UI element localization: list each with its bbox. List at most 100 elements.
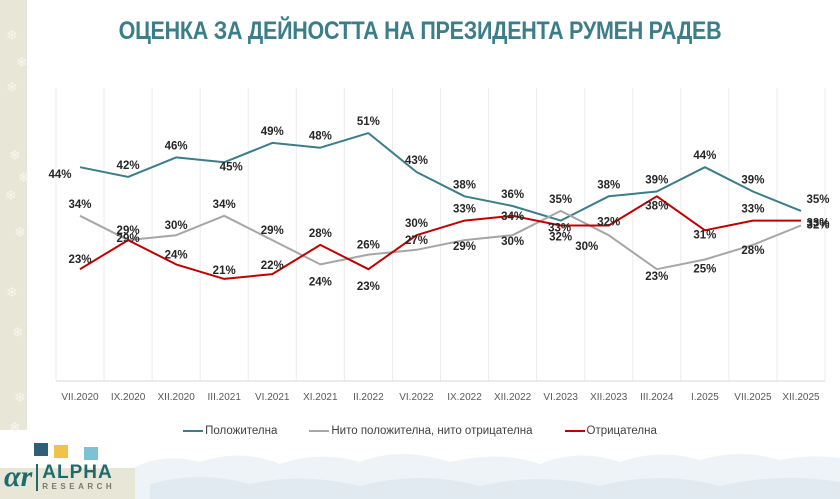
- snowflake-icon: ❄: [12, 324, 24, 340]
- data-label-neutral: 25%: [693, 264, 716, 276]
- snowflake-icon: ❄: [14, 224, 26, 240]
- gift-icon: [34, 443, 48, 456]
- data-label-neutral: 29%: [117, 225, 140, 237]
- x-tick-label: IX.2022: [447, 392, 482, 403]
- legend-item-neutral: Нито положителна, нито отрицателна: [309, 425, 533, 437]
- data-label-positive: 42%: [117, 160, 140, 172]
- snowflake-icon: ❄: [6, 27, 18, 43]
- data-label-neutral: 24%: [309, 276, 332, 288]
- x-tick-label: XII.2020: [158, 392, 196, 403]
- data-label-neutral: 30%: [575, 241, 598, 253]
- data-label-neutral: 29%: [453, 241, 476, 253]
- x-tick-label: XI.2021: [303, 392, 338, 403]
- x-tick-label: VI.2023: [543, 392, 578, 403]
- legend-swatch: [309, 429, 330, 433]
- x-tick-label: VI.2022: [399, 392, 434, 403]
- data-label-positive: 43%: [405, 155, 428, 167]
- legend-label: Отрицателна: [586, 425, 657, 437]
- x-tick-label: XII.2023: [590, 392, 628, 403]
- data-label-neutral: 35%: [549, 194, 572, 206]
- data-label-positive: 49%: [261, 126, 284, 138]
- data-label-positive: 38%: [453, 179, 476, 191]
- data-label-negative: 21%: [213, 265, 236, 277]
- x-tick-label: III.2021: [208, 392, 242, 403]
- snowflake-icon: ❄: [6, 284, 18, 300]
- data-label-positive: 36%: [501, 189, 524, 201]
- x-tick-label: II.2022: [353, 392, 384, 403]
- data-label-negative: 23%: [357, 281, 380, 293]
- x-tick-label: VII.2025: [734, 392, 772, 403]
- x-tick-label: VI.2021: [255, 392, 290, 403]
- data-label-positive: 39%: [741, 174, 764, 186]
- data-label-neutral: 30%: [501, 236, 524, 248]
- logo-mark: αr: [4, 460, 33, 493]
- data-label-neutral: 32%: [806, 219, 829, 231]
- data-label-negative: 29%: [117, 233, 140, 245]
- snow-cloud-decoration: [130, 454, 840, 499]
- gridlines: [55, 88, 826, 381]
- data-label-neutral: 34%: [213, 199, 236, 211]
- data-label-positive: 33%: [548, 223, 571, 235]
- data-label-neutral: 29%: [261, 225, 284, 237]
- series-line-positive: [79, 132, 802, 222]
- chart-legend: Положителна Нито положителна, нито отрица…: [0, 425, 840, 437]
- data-label-neutral: 28%: [741, 245, 764, 257]
- legend-label: Нито положителна, нито отрицателна: [331, 425, 533, 437]
- decorative-side-strip: [0, 0, 27, 430]
- legend-item-negative: Отрицателна: [564, 425, 657, 437]
- data-label-negative: 30%: [405, 218, 428, 230]
- data-label-negative: 33%: [453, 204, 476, 216]
- x-tick-label: III.2024: [640, 392, 674, 403]
- series-line-neutral: [79, 209, 802, 271]
- data-label-negative: 24%: [165, 249, 188, 261]
- x-tick-label: XII.2025: [782, 392, 820, 403]
- x-tick-label: I.2025: [691, 392, 719, 403]
- data-label-negative: 31%: [693, 229, 716, 241]
- snowflake-icon: ❄: [9, 147, 21, 163]
- data-label-negative: 32%: [597, 216, 620, 228]
- data-label-negative: 38%: [645, 200, 668, 212]
- line-chart: 44% 42% 46% 45% 49% 48% 51% 43% 38% 36% 33% 38% 39% 4…: [48, 88, 830, 403]
- gift-icon: [84, 447, 98, 460]
- snowflake-icon: ❄: [16, 54, 28, 70]
- logo-subtitle: RESEARCH: [42, 481, 116, 491]
- data-label-neutral: 27%: [405, 235, 428, 247]
- data-label-negative: 33%: [741, 204, 764, 216]
- snowflake-icon: ❄: [6, 79, 18, 95]
- data-label-positive: 46%: [165, 140, 188, 152]
- data-label-neutral: 26%: [357, 240, 380, 252]
- x-tick-label: IX.2020: [111, 392, 146, 403]
- data-label-positive: 48%: [309, 131, 332, 143]
- data-label-positive: 35%: [806, 194, 829, 206]
- data-label-neutral: 30%: [165, 220, 188, 232]
- legend-label: Положителна: [205, 425, 278, 437]
- chart-title: ОЦЕНКА ЗА ДЕЙНОСТТА НА ПРЕЗИДЕНТА РУМЕН …: [118, 17, 722, 45]
- data-label-positive: 39%: [645, 174, 668, 186]
- data-label-positive: 44%: [48, 169, 71, 181]
- logo-background: [0, 468, 135, 499]
- snowflake-icon: ❄: [14, 389, 26, 405]
- snowflake-icon: ❄: [18, 169, 30, 185]
- data-label-negative: 22%: [261, 260, 284, 272]
- x-tick-label: VII.2020: [61, 392, 99, 403]
- series-line-negative: [79, 195, 801, 280]
- data-label-negative: 23%: [68, 254, 91, 266]
- logo-name: ALPHA: [42, 461, 113, 483]
- data-label-neutral: 34%: [68, 199, 91, 211]
- data-label-positive: 51%: [357, 116, 380, 128]
- data-label-positive: 38%: [597, 179, 620, 191]
- data-label-positive: 45%: [220, 161, 243, 173]
- data-label-positive: 44%: [693, 150, 716, 162]
- legend-item-positive: Положителна: [183, 425, 277, 437]
- data-label-neutral: 23%: [645, 271, 668, 283]
- legend-swatch: [183, 429, 204, 433]
- data-label-negative: 32%: [549, 231, 572, 243]
- data-label-negative: 33%: [806, 218, 829, 230]
- alpha-research-logo: αr ALPHA RESEARCH: [4, 462, 115, 492]
- x-tick-label: XII.2022: [494, 392, 532, 403]
- legend-swatch: [564, 429, 585, 433]
- snowflake-icon: ❄: [9, 419, 21, 435]
- data-label-negative: 28%: [309, 228, 332, 240]
- gift-icon: [54, 445, 68, 458]
- snowflake-icon: ❄: [5, 187, 17, 203]
